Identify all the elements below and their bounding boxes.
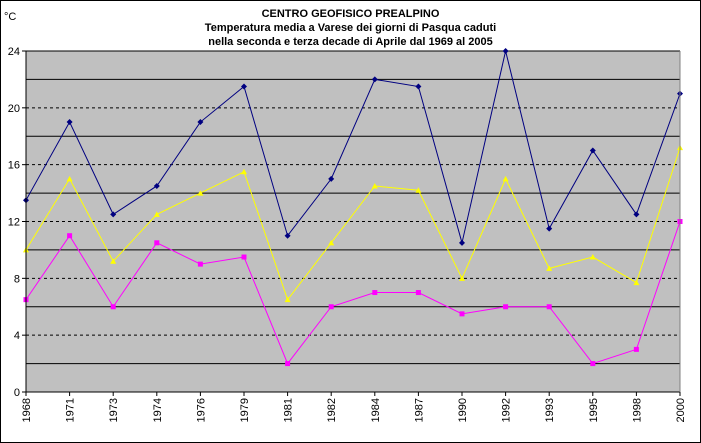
series-2-point bbox=[589, 254, 596, 260]
series-3-point bbox=[372, 290, 378, 296]
series-3-point bbox=[197, 261, 203, 267]
series-1-point bbox=[371, 76, 378, 83]
y-tick-label: 0 bbox=[14, 387, 20, 399]
grid-lines bbox=[26, 50, 680, 365]
series-2-point bbox=[415, 187, 422, 193]
x-tick-label: 1993 bbox=[544, 398, 556, 422]
series-1-point bbox=[66, 119, 73, 126]
x-tick-label: 1982 bbox=[326, 398, 338, 422]
series-1-point bbox=[153, 182, 160, 189]
series-3-point bbox=[110, 304, 116, 310]
series-2-point bbox=[371, 182, 378, 189]
series-3-point bbox=[546, 304, 552, 310]
y-axis-unit-label: °C bbox=[4, 11, 16, 23]
series-3-point bbox=[285, 361, 291, 367]
x-tick-label: 1971 bbox=[65, 398, 77, 422]
x-tick-label: 1973 bbox=[108, 398, 120, 422]
series-3-point bbox=[328, 304, 334, 310]
y-tick-label: 8 bbox=[14, 273, 20, 285]
series-3-point bbox=[241, 254, 247, 260]
x-tick-label: 1974 bbox=[152, 398, 164, 422]
series-1-point bbox=[502, 48, 509, 54]
series-3-point bbox=[503, 304, 509, 310]
chart-title: CENTRO GEOFISICO PREALPINO bbox=[261, 8, 440, 20]
series-2-point bbox=[284, 296, 291, 303]
series-2-point bbox=[197, 190, 204, 196]
series-2-point bbox=[153, 211, 160, 217]
y-tick-label: 12 bbox=[8, 217, 20, 229]
x-tick-label: 1976 bbox=[195, 398, 207, 422]
series-1-point bbox=[589, 147, 596, 154]
chart-subtitle-line-1: Temperatura media a Varese dei giorni di… bbox=[204, 22, 497, 34]
x-tick-label: 1981 bbox=[283, 398, 295, 422]
series-3-point bbox=[154, 240, 160, 246]
series-2-point bbox=[546, 265, 553, 271]
series-1-point bbox=[284, 232, 291, 239]
series-2-point bbox=[328, 239, 335, 246]
x-tick-label: 1984 bbox=[370, 398, 382, 422]
series-3-point bbox=[633, 346, 639, 352]
series-1-point bbox=[546, 225, 553, 232]
x-tick-label: 1979 bbox=[239, 398, 251, 422]
series-3-point bbox=[415, 290, 421, 296]
y-tick-label: 24 bbox=[8, 46, 20, 58]
series-1-point bbox=[110, 211, 117, 218]
series-3-point bbox=[590, 361, 596, 367]
x-tick-label: 1992 bbox=[501, 398, 513, 422]
series-1-point bbox=[633, 211, 640, 218]
series-3-line bbox=[25, 221, 681, 365]
chart-subtitle-line-2: nella seconda e terza decade di Aprile d… bbox=[208, 36, 493, 48]
series-lines bbox=[25, 50, 681, 365]
series-2-point bbox=[110, 258, 117, 264]
series-1-point bbox=[197, 119, 204, 126]
series-1-point bbox=[415, 83, 422, 90]
y-tick-label: 4 bbox=[14, 330, 20, 342]
axes: 0 4 8 12 16 20 24 1968 1971 1973 1974 1976 1979 1981 1… bbox=[8, 46, 687, 422]
series-3-point bbox=[67, 233, 73, 239]
series-2-point bbox=[633, 279, 640, 286]
x-tick-label: 1968 bbox=[21, 398, 33, 422]
series-2-point bbox=[459, 275, 465, 281]
x-tick-label: 1998 bbox=[631, 398, 643, 422]
series-1-point bbox=[328, 175, 335, 182]
series-2-point bbox=[502, 175, 509, 182]
series-2-point bbox=[66, 175, 73, 182]
y-tick-label: 20 bbox=[8, 103, 20, 115]
x-tick-label: 1995 bbox=[588, 398, 600, 422]
series-2-line bbox=[25, 147, 681, 301]
series-2-point bbox=[241, 168, 247, 175]
series-markers bbox=[23, 48, 683, 367]
series-1-line bbox=[25, 50, 681, 243]
series-3-point bbox=[459, 311, 465, 317]
series-1-point bbox=[459, 239, 465, 246]
x-tick-label: 1990 bbox=[457, 398, 469, 422]
x-tick-label: 1987 bbox=[413, 398, 425, 422]
x-tick-label: 2000 bbox=[675, 398, 687, 422]
series-1-point bbox=[241, 83, 247, 90]
y-tick-label: 16 bbox=[8, 160, 20, 172]
